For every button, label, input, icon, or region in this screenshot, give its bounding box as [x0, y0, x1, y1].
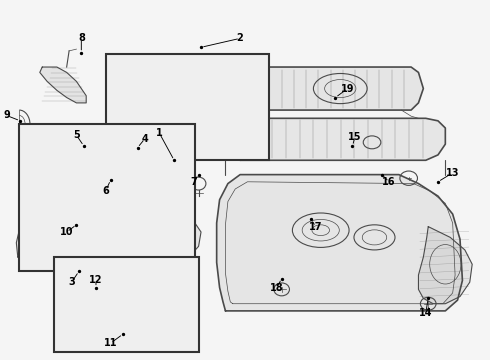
Text: 18: 18	[270, 283, 284, 293]
Polygon shape	[57, 264, 196, 348]
Text: 11: 11	[104, 338, 118, 348]
Polygon shape	[418, 226, 472, 304]
Bar	[54, 257, 198, 352]
Text: 10: 10	[60, 227, 74, 237]
Polygon shape	[40, 67, 86, 103]
Text: 17: 17	[309, 222, 322, 231]
Text: 19: 19	[341, 84, 354, 94]
Polygon shape	[228, 118, 445, 160]
Text: 13: 13	[446, 168, 460, 178]
Text: 15: 15	[348, 132, 362, 142]
Text: 7: 7	[190, 177, 197, 187]
Text: 1: 1	[156, 129, 163, 138]
Text: 4: 4	[142, 134, 148, 144]
Text: 3: 3	[68, 277, 75, 287]
Text: 14: 14	[419, 308, 433, 318]
Polygon shape	[236, 67, 423, 110]
Text: 5: 5	[73, 130, 80, 140]
Text: 9: 9	[3, 111, 10, 121]
Text: 16: 16	[382, 177, 396, 187]
Bar	[19, 125, 195, 271]
Polygon shape	[217, 175, 463, 311]
Text: 2: 2	[237, 33, 244, 43]
Text: 6: 6	[102, 186, 109, 196]
Bar	[106, 54, 270, 160]
Polygon shape	[24, 160, 194, 268]
Polygon shape	[16, 207, 201, 257]
Text: 12: 12	[89, 275, 103, 285]
Text: 8: 8	[78, 33, 85, 43]
